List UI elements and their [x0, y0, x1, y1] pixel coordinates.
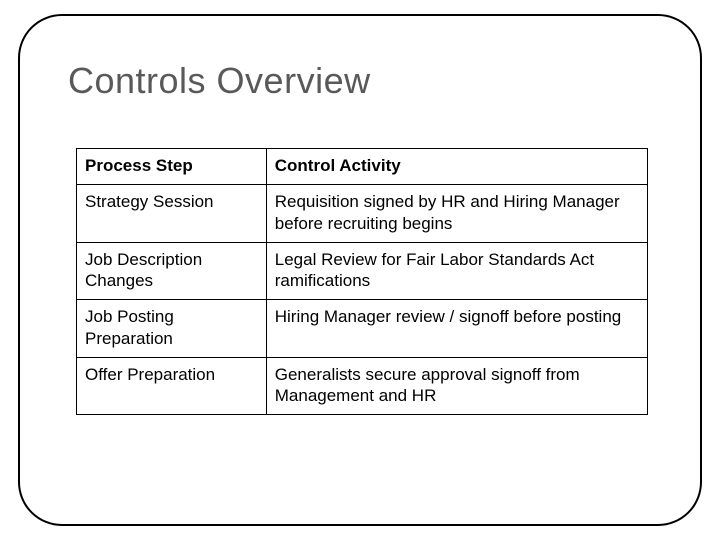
page-title: Controls Overview — [68, 60, 371, 102]
col-header-control-activity: Control Activity — [266, 149, 647, 185]
cell-process-step: Job Posting Preparation — [77, 300, 267, 358]
table-header-row: Process Step Control Activity — [77, 149, 648, 185]
cell-control-activity: Hiring Manager review / signoff before p… — [266, 300, 647, 358]
controls-table: Process Step Control Activity Strategy S… — [76, 148, 648, 415]
col-header-process-step: Process Step — [77, 149, 267, 185]
cell-process-step: Strategy Session — [77, 185, 267, 243]
cell-process-step: Job Description Changes — [77, 242, 267, 300]
cell-process-step: Offer Preparation — [77, 357, 267, 415]
table-row: Job Posting Preparation Hiring Manager r… — [77, 300, 648, 358]
table-row: Strategy Session Requisition signed by H… — [77, 185, 648, 243]
cell-control-activity: Legal Review for Fair Labor Standards Ac… — [266, 242, 647, 300]
cell-control-activity: Requisition signed by HR and Hiring Mana… — [266, 185, 647, 243]
cell-control-activity: Generalists secure approval signoff from… — [266, 357, 647, 415]
slide-frame: Controls Overview Process Step Control A… — [18, 14, 702, 526]
table-row: Job Description Changes Legal Review for… — [77, 242, 648, 300]
table-row: Offer Preparation Generalists secure app… — [77, 357, 648, 415]
